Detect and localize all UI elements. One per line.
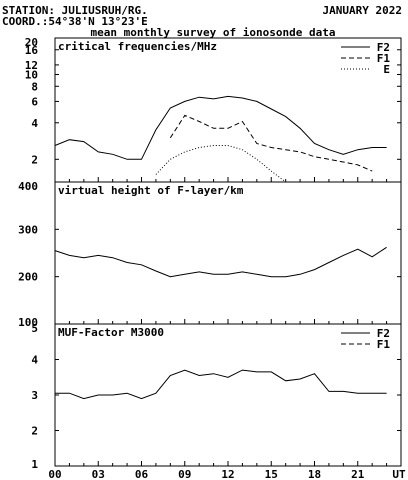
y-tick-label: 20 [25,36,38,49]
y-tick-label: 200 [18,271,38,284]
y-tick-label: 300 [18,223,38,236]
y-tick-label: 100 [18,316,38,329]
x-tick-label: 12 [221,468,234,480]
date-label: JANUARY 2022 [323,4,402,17]
critical-frequencies-title: critical frequencies/MHz [58,40,217,53]
virtual-height-panel: 400 300 200 100 virtual height of F-layer/km [18,180,402,329]
y-tick-label: 4 [31,354,38,367]
virtual-height-series-line [54,246,387,278]
y-tick-label: 6 [31,95,38,108]
x-tick-label: 00 [48,468,61,480]
y-tick-label: 3 [31,389,38,402]
y-tick-label: 16 [25,44,39,57]
legend-label-f2: F2 [377,41,390,54]
y-tick-label: 4 [31,117,38,130]
y-tick-label: 10 [25,69,38,82]
y-tick-label: 400 [18,180,38,193]
x-tick-label: 03 [92,468,105,480]
muf-factor-title: MUF-Factor M3000 [58,326,164,339]
legend-label-f1: F1 [377,52,391,65]
station-label: STATION: JULIUSRUH/RG. [2,4,148,17]
critical-frequencies-series-f1 [169,114,373,172]
coord-label: COORD.:54°38'N 13°23'E [2,15,148,28]
legend-label-e: E [383,63,390,76]
x-tick-label: UT [392,468,406,480]
critical-frequencies-frame [54,37,402,183]
y-tick-label: 5 [31,322,38,335]
x-tick-label: 18 [308,468,321,480]
y-tick-label: 2 [31,425,38,438]
x-tick-label: 21 [351,468,365,480]
critical-frequencies-series-f2 [54,95,387,160]
y-tick-label: 12 [25,59,38,72]
virtual-height-title: virtual height of F-layer/km [58,184,244,197]
x-tick-label: 09 [178,468,191,480]
survey-title: mean monthly survey of ionosonde data [90,26,335,39]
legend-label-f1: F1 [377,338,391,351]
legend-label-f2: F2 [377,327,390,340]
critical-frequencies-series-e [155,145,287,183]
x-tick-label: 15 [265,468,278,480]
x-tick-label: 06 [135,468,149,480]
y-tick-label: 2 [31,153,38,166]
muf-factor-series-f2 [55,369,387,400]
y-tick-label: 8 [31,80,38,93]
y-tick-label: 1 [31,458,38,471]
